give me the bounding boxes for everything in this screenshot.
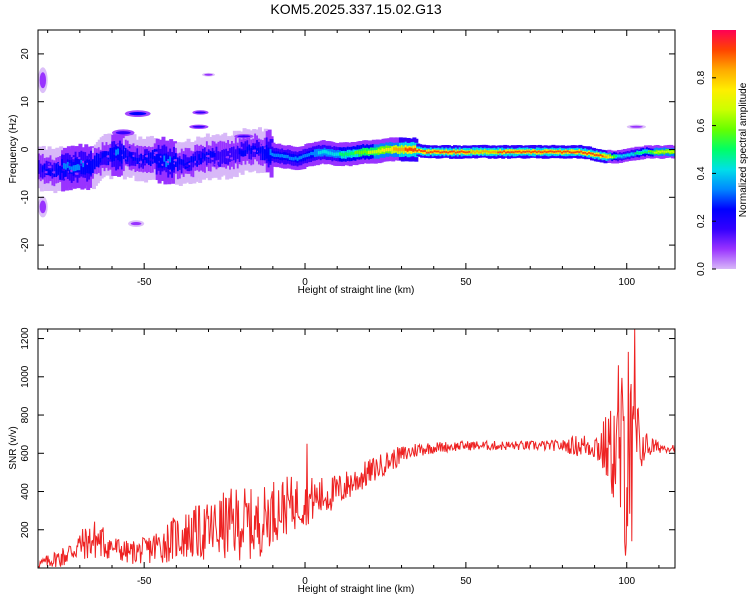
colorbar-tick-label: 0.8 — [696, 70, 707, 84]
spectrogram-y-tick-label: 10 — [20, 96, 31, 108]
spectrogram-x-axis-label: Height of straight line (km) — [298, 285, 415, 296]
snr-y-tick-label: 600 — [20, 445, 31, 462]
spectrogram-y-tick-label: -20 — [20, 237, 31, 252]
colorbar-ticks: 0.0 0.2 0.4 0.6 0.8 — [696, 70, 716, 276]
spectrogram-noise-cell — [205, 154, 211, 158]
spectrogram-y-tick-label: 20 — [20, 48, 31, 60]
spectrogram-patch-core — [204, 73, 213, 76]
colorbar-tick-label: 0.6 — [696, 118, 707, 132]
spectrogram-cell — [673, 151, 675, 154]
chart-title: KOM5.2025.337.15.02.G13 — [270, 1, 441, 17]
snr-y-axis-label: SNR (v/v) — [8, 426, 19, 469]
colorbar-label: Normalized spectral amplitude — [738, 82, 749, 217]
colorbar-tick-label: 0.4 — [696, 166, 707, 180]
snr-y-tick-label: 200 — [20, 521, 31, 538]
spectrogram-patch-core — [629, 125, 643, 128]
spectrogram-patch-core — [39, 72, 47, 89]
snr-y-tick-label: 1200 — [20, 327, 31, 350]
colorbar: 0.0 0.2 0.4 0.6 0.8 Normalized spectral ampl… — [696, 30, 749, 276]
snr-y-tick-label: 400 — [20, 483, 31, 500]
colorbar-bar — [712, 30, 736, 269]
spectrogram-y-tick-label: 0 — [20, 146, 31, 152]
spectrogram-noise-cell — [107, 159, 113, 162]
snr-y-tick-label: 800 — [20, 406, 31, 423]
snr-x-tick-label: 50 — [460, 576, 472, 587]
spectrogram-panel: -50 0 50 100 -20 -10 0 10 20 Height of straight … — [8, 29, 676, 296]
spectrogram-y-tick-label: -10 — [20, 190, 31, 205]
snr-ticks: -50 0 50 100 200 400 600 800 1000 1200 — [20, 327, 675, 587]
spectrogram-patch-core — [129, 112, 147, 116]
snr-x-axis-label: Height of straight line (km) — [298, 584, 415, 595]
spectrogram-ticks: -50 0 50 100 -20 -10 0 10 20 — [20, 30, 675, 288]
spectrogram-patch-core — [192, 125, 206, 128]
snr-x-tick-label: 100 — [618, 576, 635, 587]
spectrogram-y-axis-label: Frequency (Hz) — [8, 115, 19, 184]
spectrogram-x-tick-label: 50 — [460, 277, 472, 288]
colorbar-tick-label: 0.0 — [696, 262, 707, 276]
snr-frame — [37, 328, 676, 569]
spectrogram-patch-core — [39, 200, 47, 214]
spectrogram-patch-core — [115, 131, 131, 135]
spectrogram-x-tick-label: 100 — [618, 277, 635, 288]
spectrogram-marks — [38, 67, 675, 227]
snr-x-tick-label: -50 — [137, 576, 152, 587]
snr-x-tick-label: 0 — [302, 576, 308, 587]
spectrogram-x-tick-label: 0 — [302, 277, 308, 288]
spectrogram-x-tick-label: -50 — [137, 277, 152, 288]
snr-y-tick-label: 1000 — [20, 365, 31, 388]
snr-panel: -50 0 50 100 200 400 600 800 1000 1200 Height of … — [8, 327, 676, 595]
spectrogram-noise-cell — [128, 149, 134, 152]
spectrogram-patch-core — [237, 135, 251, 138]
spectrogram-patch-core — [195, 111, 206, 114]
spectrogram-patch-core — [130, 221, 142, 226]
spectrogram-noise-cell — [142, 163, 148, 166]
snr-series-line — [38, 329, 675, 568]
colorbar-tick-label: 0.2 — [696, 214, 707, 228]
